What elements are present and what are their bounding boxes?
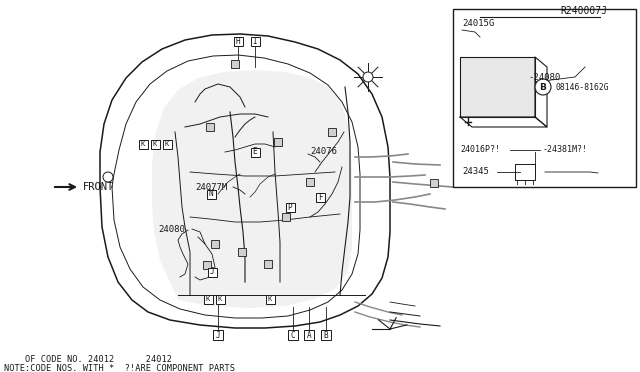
- Bar: [204, 295, 212, 304]
- Bar: [599, 167, 609, 177]
- Text: K: K: [153, 141, 157, 147]
- Bar: [321, 330, 331, 340]
- Bar: [250, 36, 259, 45]
- Text: 24077M: 24077M: [195, 183, 227, 192]
- Text: K: K: [268, 296, 272, 302]
- Text: 24076: 24076: [310, 148, 337, 157]
- Text: NOTE:CODE NOS. WITH *  ?!ARE COMPONENT PARTS: NOTE:CODE NOS. WITH * ?!ARE COMPONENT PA…: [4, 364, 235, 372]
- Text: K: K: [165, 141, 169, 147]
- Text: R240007J: R240007J: [560, 6, 607, 16]
- Text: N: N: [209, 189, 213, 199]
- Bar: [213, 330, 223, 340]
- Text: 24345: 24345: [462, 167, 489, 176]
- Text: -24080: -24080: [528, 73, 560, 81]
- Bar: [150, 140, 159, 148]
- Bar: [211, 240, 219, 248]
- Text: J: J: [216, 330, 220, 340]
- Bar: [216, 295, 225, 304]
- Text: K: K: [141, 141, 145, 147]
- Text: H: H: [236, 36, 240, 45]
- Bar: [282, 213, 290, 221]
- Text: 24080: 24080: [158, 224, 185, 234]
- Text: I: I: [253, 36, 257, 45]
- Text: C: C: [291, 330, 295, 340]
- Text: E: E: [253, 148, 257, 157]
- Bar: [316, 192, 324, 202]
- Text: 24016P?!: 24016P?!: [460, 145, 500, 154]
- Bar: [306, 178, 314, 186]
- Text: K: K: [218, 296, 222, 302]
- Bar: [266, 295, 275, 304]
- Bar: [238, 248, 246, 256]
- Polygon shape: [152, 70, 352, 308]
- Text: K: K: [206, 296, 210, 302]
- Bar: [250, 148, 259, 157]
- Text: B: B: [540, 83, 547, 92]
- Text: B: B: [324, 330, 328, 340]
- Bar: [274, 138, 282, 146]
- Text: M: M: [602, 167, 606, 176]
- Bar: [206, 123, 214, 131]
- Text: J: J: [210, 267, 214, 276]
- Bar: [453, 9, 636, 187]
- Text: FRONT: FRONT: [83, 182, 115, 192]
- Bar: [234, 36, 243, 45]
- Bar: [207, 267, 216, 276]
- Text: -24381M?!: -24381M?!: [543, 145, 588, 154]
- Text: OF CODE NO. 24012      24012: OF CODE NO. 24012 24012: [4, 355, 172, 364]
- Bar: [207, 189, 216, 199]
- Bar: [285, 202, 294, 212]
- Bar: [288, 330, 298, 340]
- Bar: [430, 179, 438, 187]
- Circle shape: [363, 72, 373, 82]
- Text: A: A: [307, 330, 311, 340]
- Circle shape: [535, 79, 551, 95]
- Text: 08146-8162G: 08146-8162G: [555, 83, 609, 92]
- Bar: [203, 261, 211, 269]
- Bar: [163, 140, 172, 148]
- Text: F: F: [317, 192, 323, 202]
- Bar: [264, 260, 272, 268]
- Bar: [138, 140, 147, 148]
- Text: 24015G: 24015G: [462, 19, 494, 29]
- Bar: [328, 128, 336, 136]
- Bar: [231, 60, 239, 68]
- Text: P: P: [288, 202, 292, 212]
- Bar: [460, 57, 535, 117]
- Circle shape: [103, 172, 113, 182]
- Bar: [304, 330, 314, 340]
